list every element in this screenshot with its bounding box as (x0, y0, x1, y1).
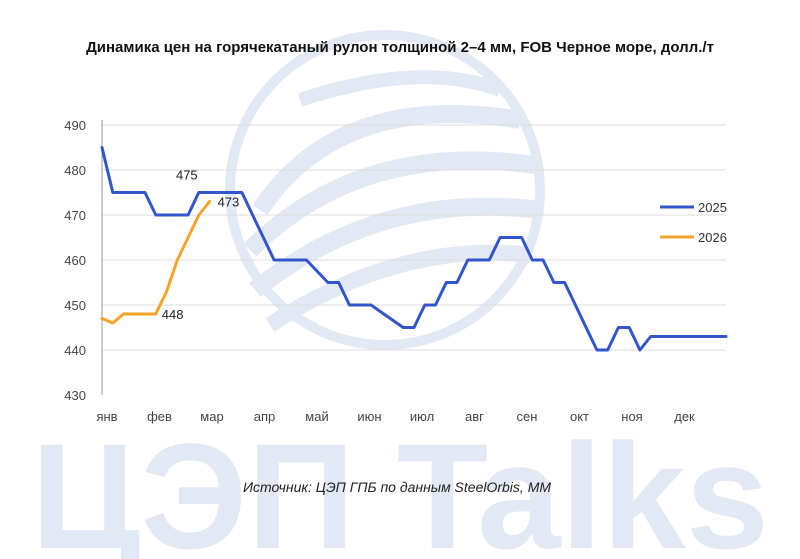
series-line-2026 (100, 200, 212, 325)
x-axis: янв фев мар апр май июн июл авг сен окт ноя дек (96, 409, 695, 424)
y-tick-label: 490 (64, 118, 86, 133)
y-axis: 430 440 450 460 470 480 490 (64, 118, 86, 403)
data-label: 473 (218, 195, 240, 210)
legend: 2025 2026 (660, 200, 727, 245)
y-tick-label: 470 (64, 208, 86, 223)
legend-label: 2026 (698, 230, 727, 245)
data-label: 448 (162, 307, 184, 322)
grid (101, 120, 726, 395)
watermark-text: ЦЭП Talks (31, 412, 769, 559)
series-lines (100, 146, 728, 352)
legend-label: 2025 (698, 200, 727, 215)
x-tick-label: апр (254, 409, 276, 424)
data-label: 475 (176, 168, 198, 183)
x-tick-label: янв (96, 409, 117, 424)
series-line-2025 (100, 146, 728, 352)
x-tick-label: июл (410, 409, 434, 424)
x-tick-label: сен (517, 409, 538, 424)
x-tick-label: ноя (621, 409, 642, 424)
x-tick-label: фев (147, 409, 172, 424)
x-tick-label: май (305, 409, 328, 424)
x-tick-label: окт (570, 409, 589, 424)
y-tick-label: 450 (64, 298, 86, 313)
y-tick-label: 440 (64, 343, 86, 358)
y-tick-label: 430 (64, 388, 86, 403)
x-tick-label: дек (674, 409, 695, 424)
y-tick-label: 480 (64, 163, 86, 178)
data-labels: 475 473 448 (162, 168, 239, 323)
x-tick-label: мар (200, 409, 223, 424)
x-tick-label: авг (465, 409, 484, 424)
chart-title: Динамика цен на горячекатаный рулон толщ… (86, 39, 714, 56)
globe-logo (225, 30, 545, 350)
y-tick-label: 460 (64, 253, 86, 268)
source-note: Источник: ЦЭП ГПБ по данным SteelOrbis, … (243, 479, 551, 495)
x-tick-label: июн (357, 409, 381, 424)
